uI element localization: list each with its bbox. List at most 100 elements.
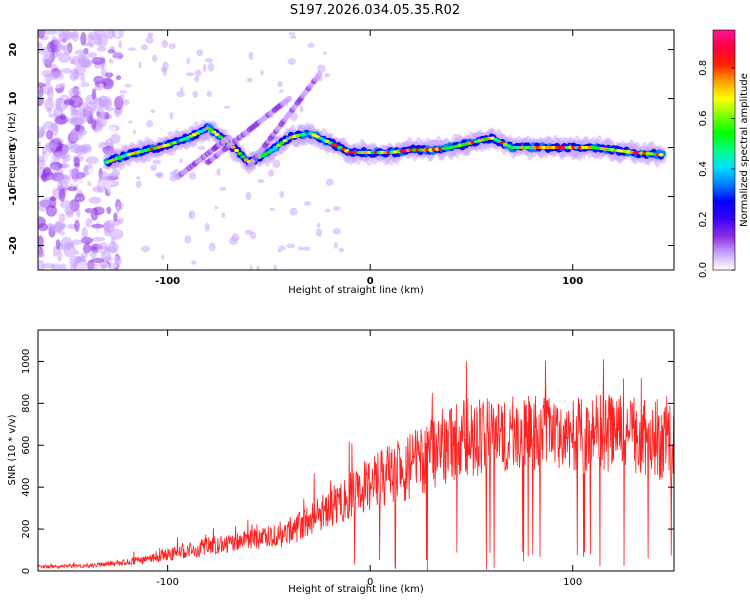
snr-ylabel: SNR (10 * v/v) bbox=[7, 414, 18, 485]
heat-blob bbox=[82, 58, 92, 69]
heat-blob bbox=[114, 255, 122, 267]
heat-blob bbox=[113, 212, 118, 222]
heat-blob bbox=[92, 163, 99, 174]
heat-blob bbox=[67, 182, 78, 187]
heat-blob bbox=[279, 190, 285, 199]
heat-blob bbox=[76, 256, 86, 264]
heat-blob bbox=[38, 223, 48, 232]
heat-blob bbox=[179, 158, 184, 164]
heat-blob bbox=[112, 51, 123, 57]
heat-blob bbox=[151, 54, 158, 63]
heat-blob bbox=[42, 54, 52, 65]
heat-blob bbox=[117, 217, 124, 224]
heat-blob bbox=[70, 59, 76, 65]
heat-blob bbox=[279, 89, 284, 93]
heat-blob bbox=[103, 30, 116, 40]
heat-blob bbox=[63, 241, 74, 249]
heat-blob bbox=[141, 245, 150, 253]
heat-blob bbox=[60, 83, 66, 90]
heat-blob bbox=[59, 231, 66, 236]
heat-blob bbox=[71, 117, 85, 126]
spectrogram-heatmap bbox=[38, 30, 667, 270]
snr-series-line bbox=[38, 359, 674, 571]
snr-ytick-label: 400 bbox=[21, 478, 32, 497]
heat-blob bbox=[128, 120, 133, 124]
heat-ridge-core bbox=[214, 132, 220, 137]
heat-blob bbox=[204, 58, 214, 63]
heat-blob bbox=[273, 264, 277, 270]
heat-blob bbox=[268, 169, 275, 178]
heat-blob bbox=[128, 47, 137, 51]
heat-blob bbox=[269, 207, 275, 212]
heat-blob bbox=[73, 78, 84, 87]
heat-blob bbox=[150, 164, 158, 171]
snr-ytick-label: 600 bbox=[21, 436, 32, 455]
heat-blob bbox=[94, 85, 103, 91]
heat-streak bbox=[225, 134, 232, 141]
heat-blob bbox=[41, 46, 52, 57]
heat-blob bbox=[95, 116, 108, 128]
heat-blob bbox=[188, 210, 192, 220]
heat-blob bbox=[248, 51, 254, 61]
heat-blob bbox=[246, 77, 253, 83]
heat-blob bbox=[160, 254, 165, 260]
spectrogram-ytick-label: -10 bbox=[8, 187, 19, 205]
heat-blob bbox=[249, 231, 257, 240]
heat-blob bbox=[219, 186, 227, 191]
heat-blob bbox=[324, 208, 331, 213]
heat-blob bbox=[316, 222, 321, 228]
heat-blob bbox=[52, 246, 58, 257]
heat-blob bbox=[43, 30, 58, 35]
heat-blob bbox=[169, 111, 174, 120]
heat-blob bbox=[289, 35, 297, 39]
heat-blob bbox=[192, 90, 199, 98]
heat-blob bbox=[55, 239, 61, 250]
heat-blob bbox=[38, 126, 45, 139]
heat-blob bbox=[245, 192, 252, 201]
heat-streak bbox=[316, 71, 323, 78]
heat-blob bbox=[118, 40, 123, 49]
heat-ridge-core bbox=[207, 128, 214, 132]
heat-blob bbox=[92, 186, 103, 193]
heat-blob bbox=[162, 61, 169, 71]
heat-blob bbox=[45, 204, 57, 217]
heat-blob bbox=[202, 63, 207, 73]
heat-blob bbox=[286, 243, 296, 249]
heat-blob bbox=[75, 178, 86, 186]
heat-blob bbox=[49, 254, 59, 266]
heat-blob bbox=[278, 245, 286, 251]
colorbar-tick-label: 0.2 bbox=[698, 212, 709, 228]
snr-xlabel: Height of straight line (km) bbox=[288, 584, 424, 595]
heat-blob bbox=[53, 184, 59, 190]
heat-ridge-core bbox=[211, 130, 217, 134]
snr-frame bbox=[37, 329, 675, 572]
heat-blob bbox=[302, 246, 311, 251]
heat-blob bbox=[103, 62, 116, 73]
heat-blob bbox=[316, 64, 326, 73]
heat-blob bbox=[108, 126, 117, 132]
heat-blob bbox=[102, 145, 115, 155]
heat-blob bbox=[155, 173, 164, 177]
heat-blob bbox=[188, 172, 197, 180]
heat-blob bbox=[68, 186, 78, 192]
heat-ridge-core bbox=[279, 141, 285, 145]
heat-blob bbox=[100, 250, 112, 262]
heat-blob bbox=[108, 241, 119, 254]
heat-blob bbox=[303, 201, 312, 207]
heat-blob bbox=[91, 223, 104, 229]
spectrogram-xtick-label: 100 bbox=[562, 276, 583, 287]
heat-blob bbox=[214, 205, 219, 210]
heat-blob bbox=[91, 246, 98, 251]
heat-blob bbox=[80, 32, 87, 46]
heat-blob bbox=[60, 68, 72, 74]
heat-blob bbox=[184, 235, 192, 244]
heat-blob bbox=[150, 109, 156, 114]
heat-blob bbox=[104, 106, 115, 112]
heat-blob bbox=[107, 49, 116, 54]
heat-blob bbox=[324, 72, 330, 78]
heat-blob bbox=[249, 264, 253, 270]
snr-plot-area bbox=[38, 330, 674, 571]
